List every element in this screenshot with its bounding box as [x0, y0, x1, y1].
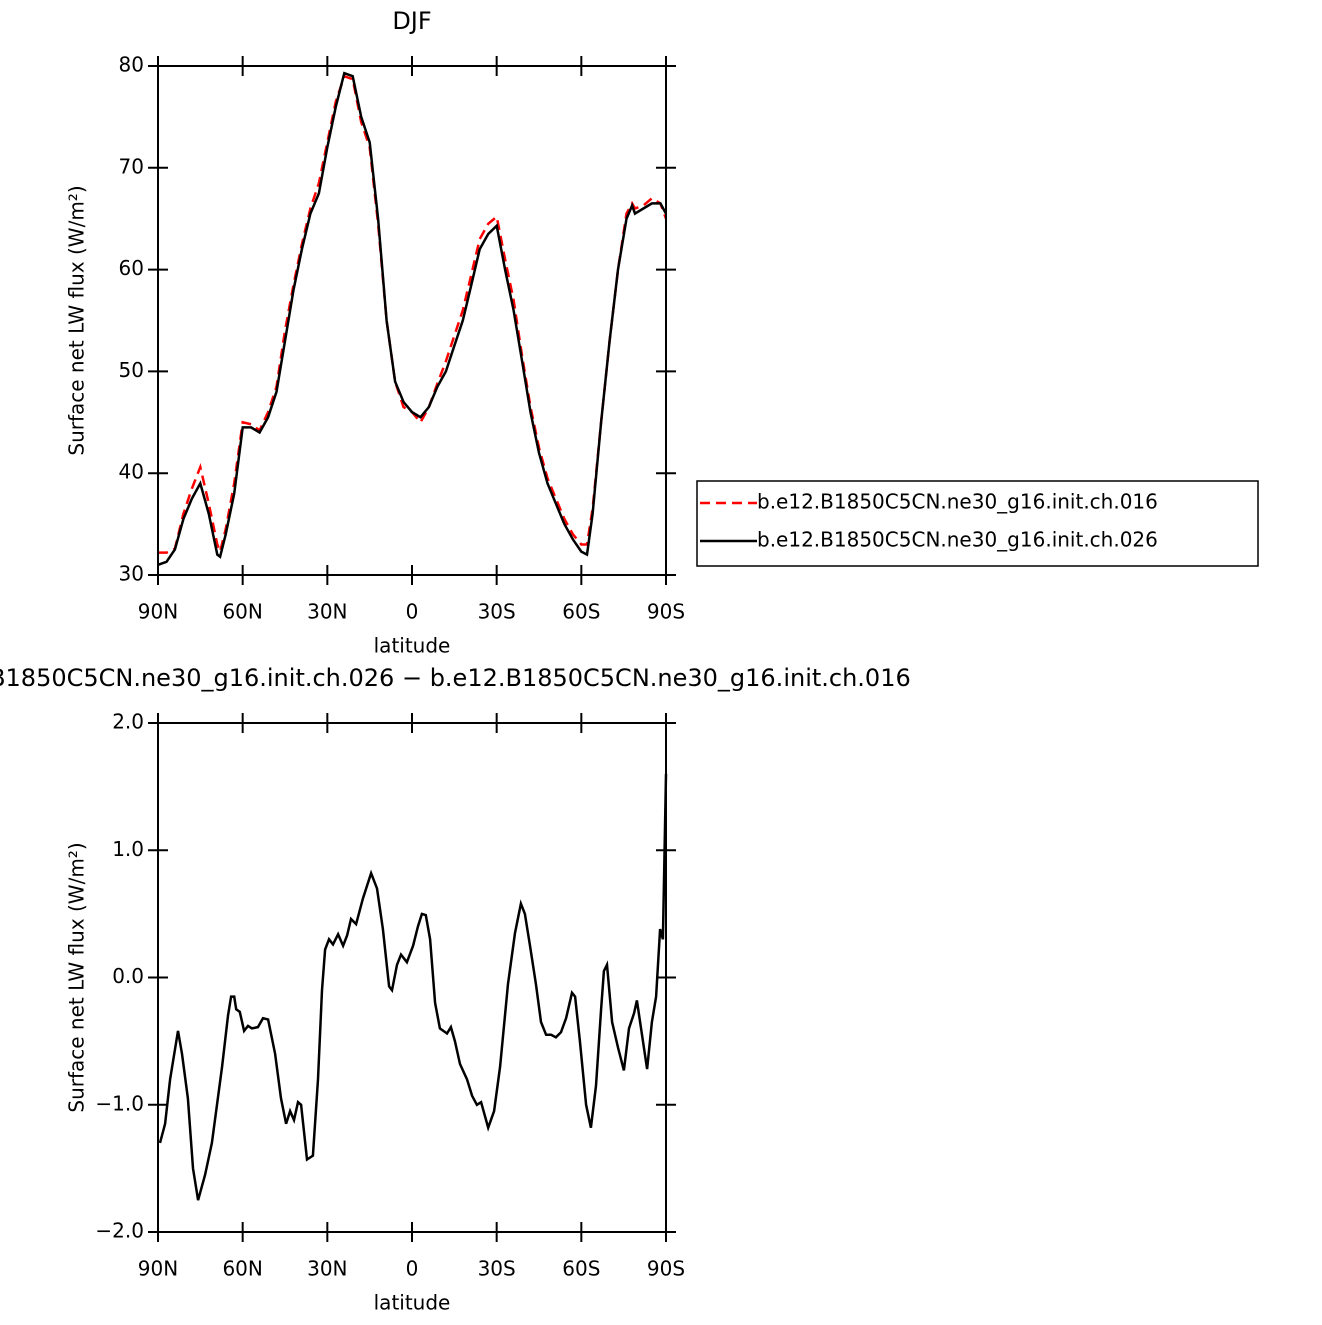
- x-tick-label: 30N: [307, 600, 347, 624]
- x-tick-label: 30S: [478, 600, 516, 624]
- x-tick-label: 60N: [222, 1257, 262, 1281]
- x-tick-label: 0: [406, 600, 419, 624]
- data-line: [157, 71, 668, 566]
- x-tick-label: 90N: [138, 600, 178, 624]
- y-tick-label: 60: [119, 256, 144, 280]
- x-tick-label: 60N: [222, 600, 262, 624]
- y-tick-label: 80: [119, 53, 144, 77]
- legend-label: b.e12.B1850C5CN.ne30_g16.init.ch.016: [757, 490, 1158, 514]
- x-tick-label: 60S: [562, 600, 600, 624]
- plot-frame: [157, 722, 667, 1233]
- legend-label: b.e12.B1850C5CN.ne30_g16.init.ch.026: [757, 528, 1158, 552]
- legend-box: [696, 480, 1259, 567]
- data-line: [158, 74, 668, 556]
- x-tick-label: 90S: [647, 600, 685, 624]
- x-tick-label: 30N: [307, 1257, 347, 1281]
- chart-title: DJF: [392, 7, 431, 35]
- y-axis-label: Surface net LW flux (W/m²): [65, 185, 89, 455]
- y-tick-label: 30: [119, 562, 144, 586]
- y-axis-label: Surface net LW flux (W/m²): [65, 842, 89, 1112]
- y-tick-label: −2.0: [95, 1219, 144, 1243]
- y-tick-label: 70: [119, 154, 144, 178]
- chart-title: b.e12.B1850C5CN.ne30_g16.init.ch.026 − b…: [0, 664, 911, 692]
- x-tick-label: 90N: [138, 1257, 178, 1281]
- y-tick-label: 1.0: [112, 837, 144, 861]
- y-tick-label: −1.0: [95, 1091, 144, 1115]
- x-tick-label: 30S: [478, 1257, 516, 1281]
- data-line: [158, 773, 668, 1201]
- x-tick-label: 0: [406, 1257, 419, 1281]
- y-tick-label: 50: [119, 358, 144, 382]
- x-tick-label: 90S: [647, 1257, 685, 1281]
- x-axis-label: latitude: [374, 1291, 451, 1315]
- y-tick-label: 0.0: [112, 964, 144, 988]
- x-tick-label: 60S: [562, 1257, 600, 1281]
- y-tick-label: 2.0: [112, 710, 144, 734]
- x-axis-label: latitude: [374, 634, 451, 658]
- plot-frame: [157, 65, 667, 576]
- y-tick-label: 40: [119, 460, 144, 484]
